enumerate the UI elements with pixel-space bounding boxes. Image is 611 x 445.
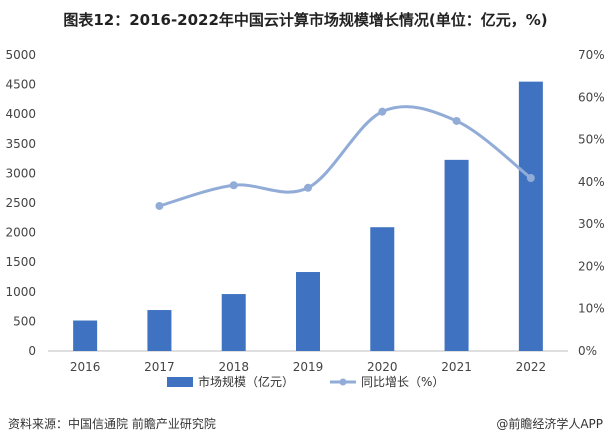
- x-tick-label: 2019: [293, 360, 324, 374]
- bar: [147, 310, 172, 351]
- x-tick-label: 2021: [441, 360, 472, 374]
- left-tick-label: 500: [13, 314, 36, 328]
- right-tick-label: 30%: [578, 217, 605, 231]
- legend-bar-swatch: [167, 377, 193, 387]
- growth-point: [378, 107, 387, 116]
- bar: [221, 294, 246, 351]
- growth-point: [304, 183, 312, 192]
- x-axis-ticks: 2016 2017 2018 2019 2020 2021 2022: [70, 360, 546, 374]
- growth-point: [155, 201, 164, 210]
- left-tick-label: 0: [28, 344, 36, 358]
- right-tick-label: 70%: [578, 48, 605, 62]
- left-tick-label: 4000: [5, 107, 36, 121]
- x-tick-label: 2022: [516, 360, 547, 374]
- bar: [518, 81, 543, 351]
- right-tick-label: 20%: [578, 259, 605, 273]
- bar: [296, 272, 320, 351]
- x-tick-label: 2017: [144, 360, 175, 374]
- bar: [444, 159, 469, 351]
- legend-line-dot: [339, 378, 347, 386]
- chart-title: 图表12：2016-2022年中国云计算市场规模增长情况(单位：亿元，%): [63, 11, 548, 29]
- left-tick-label: 1000: [5, 285, 36, 299]
- left-axis-ticks: 0 500 1000 1500 2000 2500 3000 3500 4000 4500 5000: [5, 48, 36, 358]
- right-tick-label: 50%: [578, 133, 605, 147]
- left-tick-label: 4500: [5, 78, 36, 92]
- source-note: 资料来源：中国信通院 前瞻产业研究院: [8, 417, 216, 431]
- legend-line-label: 同比增长（%）: [361, 375, 444, 389]
- left-tick-label: 1500: [5, 255, 36, 269]
- x-tick-label: 2016: [70, 360, 101, 374]
- bar: [73, 320, 98, 351]
- bar-series: [73, 81, 543, 351]
- growth-point: [452, 116, 461, 125]
- brand-label: @前瞻经济学人APP: [496, 417, 603, 431]
- x-tick-label: 2018: [218, 360, 249, 374]
- legend-bar-label: 市场规模（亿元）: [198, 374, 294, 389]
- right-tick-label: 40%: [578, 175, 605, 189]
- left-tick-label: 2000: [5, 226, 36, 240]
- left-tick-label: 5000: [5, 48, 36, 62]
- right-tick-label: 60%: [578, 90, 605, 104]
- bar: [370, 227, 395, 351]
- combo-chart: 0 500 1000 1500 2000 2500 3000 3500 4000 4500 5000…: [5, 48, 605, 389]
- growth-point: [229, 181, 238, 190]
- growth-point: [526, 174, 535, 183]
- left-tick-label: 3500: [5, 137, 36, 151]
- x-tick-label: 2020: [367, 360, 398, 374]
- growth-line: [159, 105, 532, 208]
- right-axis-ticks: 0% 10% 20% 30% 40% 50% 60% 70%: [578, 48, 605, 358]
- left-tick-label: 2500: [5, 196, 36, 210]
- right-tick-label: 10%: [578, 302, 605, 316]
- legend: 市场规模（亿元） 同比增长（%）: [167, 374, 444, 389]
- left-tick-label: 3000: [5, 166, 36, 180]
- right-tick-label: 0%: [578, 344, 597, 358]
